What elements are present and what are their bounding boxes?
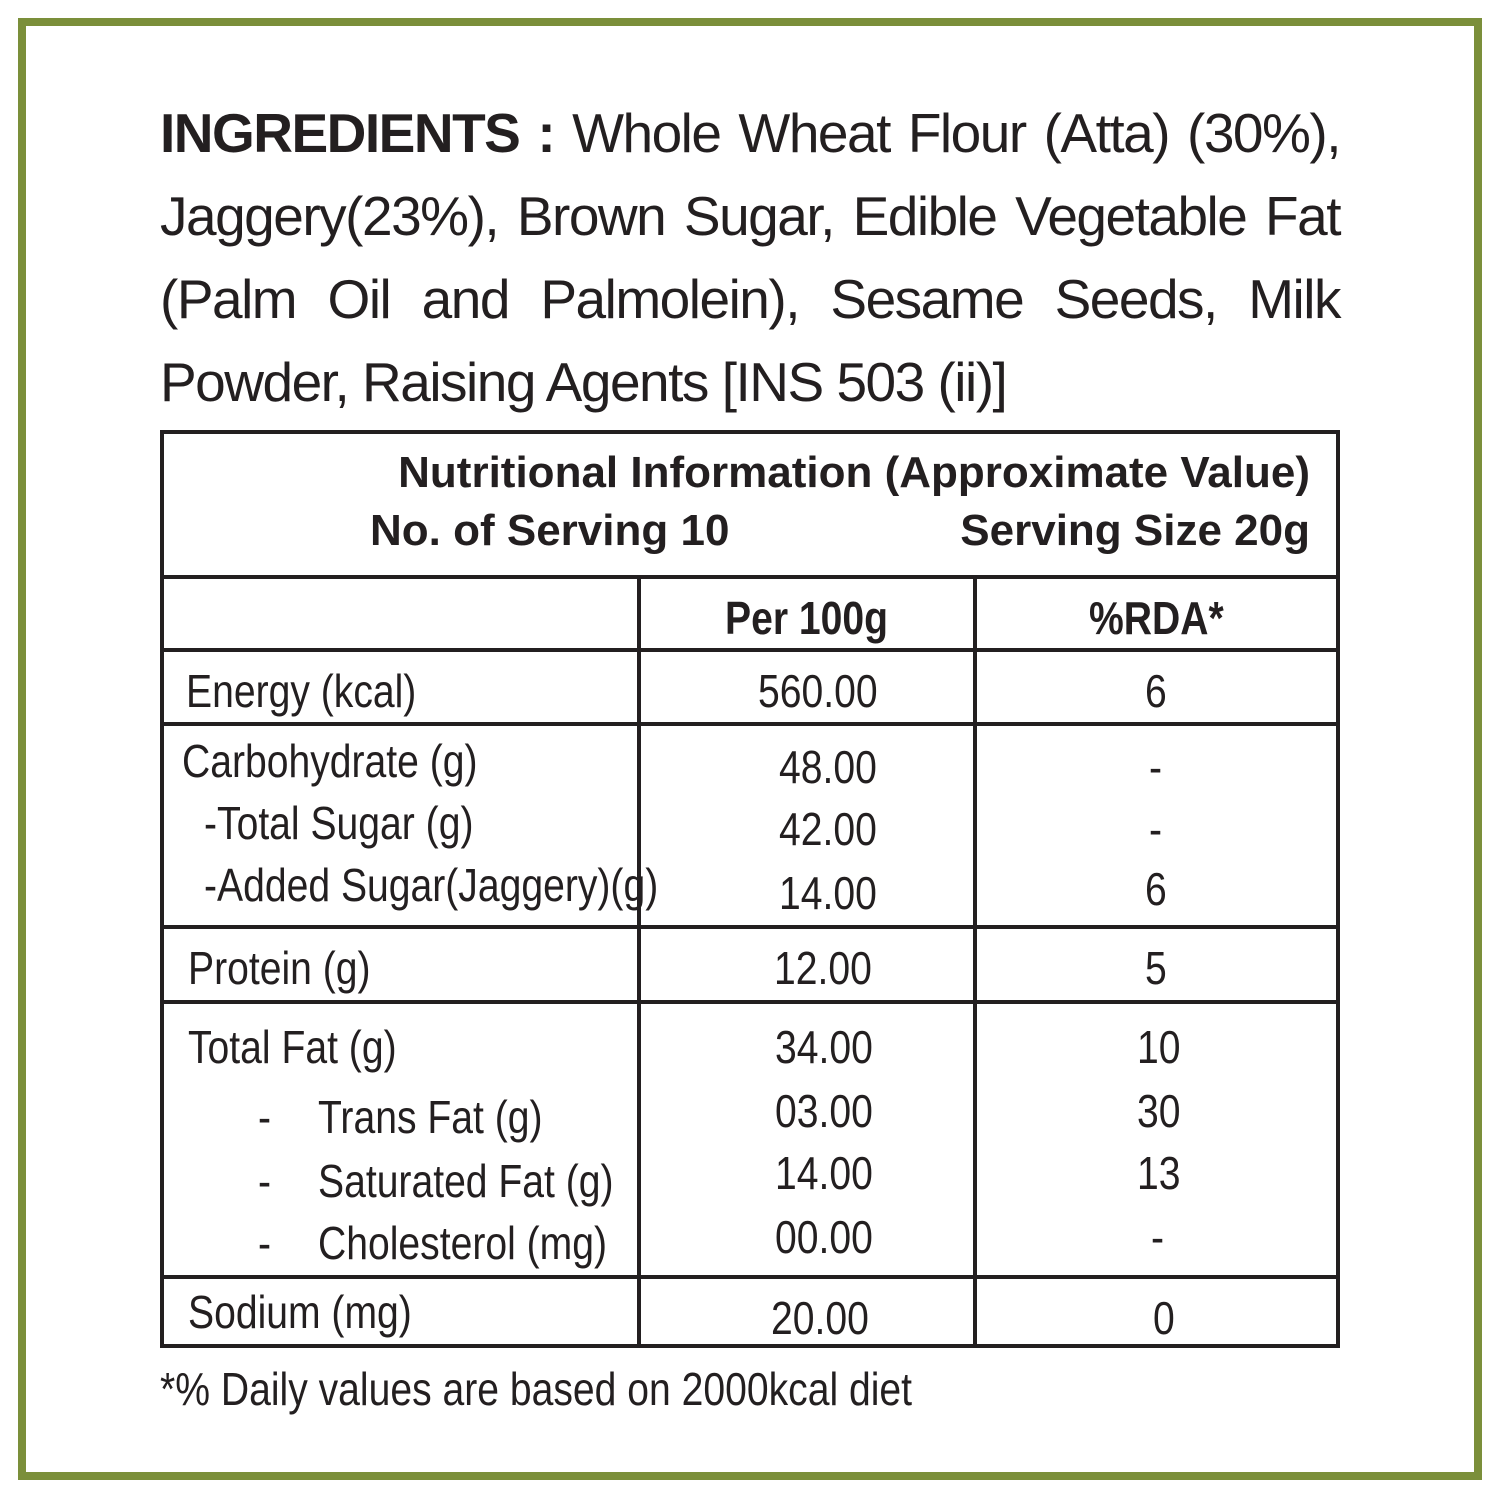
- nutrient-rda: 0: [1153, 1292, 1175, 1344]
- nutrient-value: 12.00: [774, 942, 872, 994]
- nutrient-name: Trans Fat (g): [318, 1091, 543, 1143]
- nutrient-rda: 10: [1137, 1021, 1181, 1073]
- table-row: Energy (kcal) 560.00 6: [164, 652, 1336, 726]
- nutrient-rda: 30: [1137, 1085, 1181, 1137]
- table-header: Nutritional Information (Approximate Val…: [164, 434, 1336, 579]
- nutrient-value: 560.00: [758, 665, 878, 717]
- servings: No. of Serving 10: [370, 506, 730, 555]
- col-per100: Per 100g: [725, 592, 889, 644]
- table-title: Nutritional Information (Approximate Val…: [398, 448, 1310, 497]
- dash: -: [258, 1091, 272, 1143]
- nutrient-value: 48.00: [779, 741, 877, 793]
- nutrition-table: Nutritional Information (Approximate Val…: [160, 430, 1340, 1348]
- nutrient-value: 00.00: [775, 1211, 873, 1263]
- nutrient-value: 14.00: [779, 867, 877, 919]
- nutrient-rda: 5: [1145, 942, 1167, 994]
- nutrient-name: Protein (g): [188, 942, 371, 994]
- table-row: Total Fat (g) - Trans Fat (g) - Saturate…: [164, 1004, 1336, 1279]
- dash: -: [258, 1217, 272, 1269]
- nutrient-rda: -: [1151, 1211, 1165, 1263]
- green-frame: [18, 18, 1482, 1480]
- ingredients-list: Whole Wheat Flour (Atta) (30%), Jaggery(…: [160, 102, 1342, 413]
- column-header-row: Per 100g %RDA*: [164, 579, 1336, 652]
- nutrient-value: 20.00: [771, 1292, 869, 1344]
- table-row: Carbohydrate (g) -Total Sugar (g) -Added…: [164, 726, 1336, 929]
- nutrient-value: 34.00: [775, 1021, 873, 1073]
- dash: -: [258, 1155, 272, 1207]
- nutrient-rda: -: [1149, 741, 1163, 793]
- nutrient-name: Carbohydrate (g): [182, 735, 478, 787]
- serving-size: Serving Size 20g: [960, 506, 1310, 555]
- nutrient-name: -Total Sugar (g): [204, 797, 474, 849]
- nutrient-value: 14.00: [775, 1147, 873, 1199]
- ingredients-text: INGREDIENTS : Whole Wheat Flour (Atta) (…: [160, 92, 1342, 424]
- nutrient-name: Energy (kcal): [186, 665, 417, 717]
- nutrient-name: -Added Sugar(Jaggery)(g): [204, 859, 659, 911]
- ingredients-label: INGREDIENTS :: [160, 102, 556, 164]
- nutrient-name: Saturated Fat (g): [318, 1155, 614, 1207]
- nutrient-value: 42.00: [779, 803, 877, 855]
- nutrient-name: Sodium (mg): [188, 1286, 412, 1338]
- nutrient-name: Cholesterol (mg): [318, 1217, 607, 1269]
- table-row: Sodium (mg) 20.00 0: [164, 1279, 1336, 1344]
- col-rda: %RDA*: [1089, 592, 1224, 644]
- nutrient-rda: 6: [1145, 863, 1167, 915]
- nutrient-value: 03.00: [775, 1085, 873, 1137]
- footnote: *% Daily values are based on 2000kcal di…: [160, 1363, 913, 1415]
- nutrient-rda: -: [1149, 803, 1163, 855]
- nutrient-rda: 6: [1145, 665, 1167, 717]
- table-row: Protein (g) 12.00 5: [164, 929, 1336, 1004]
- nutrient-name: Total Fat (g): [188, 1021, 397, 1073]
- nutrient-rda: 13: [1137, 1147, 1181, 1199]
